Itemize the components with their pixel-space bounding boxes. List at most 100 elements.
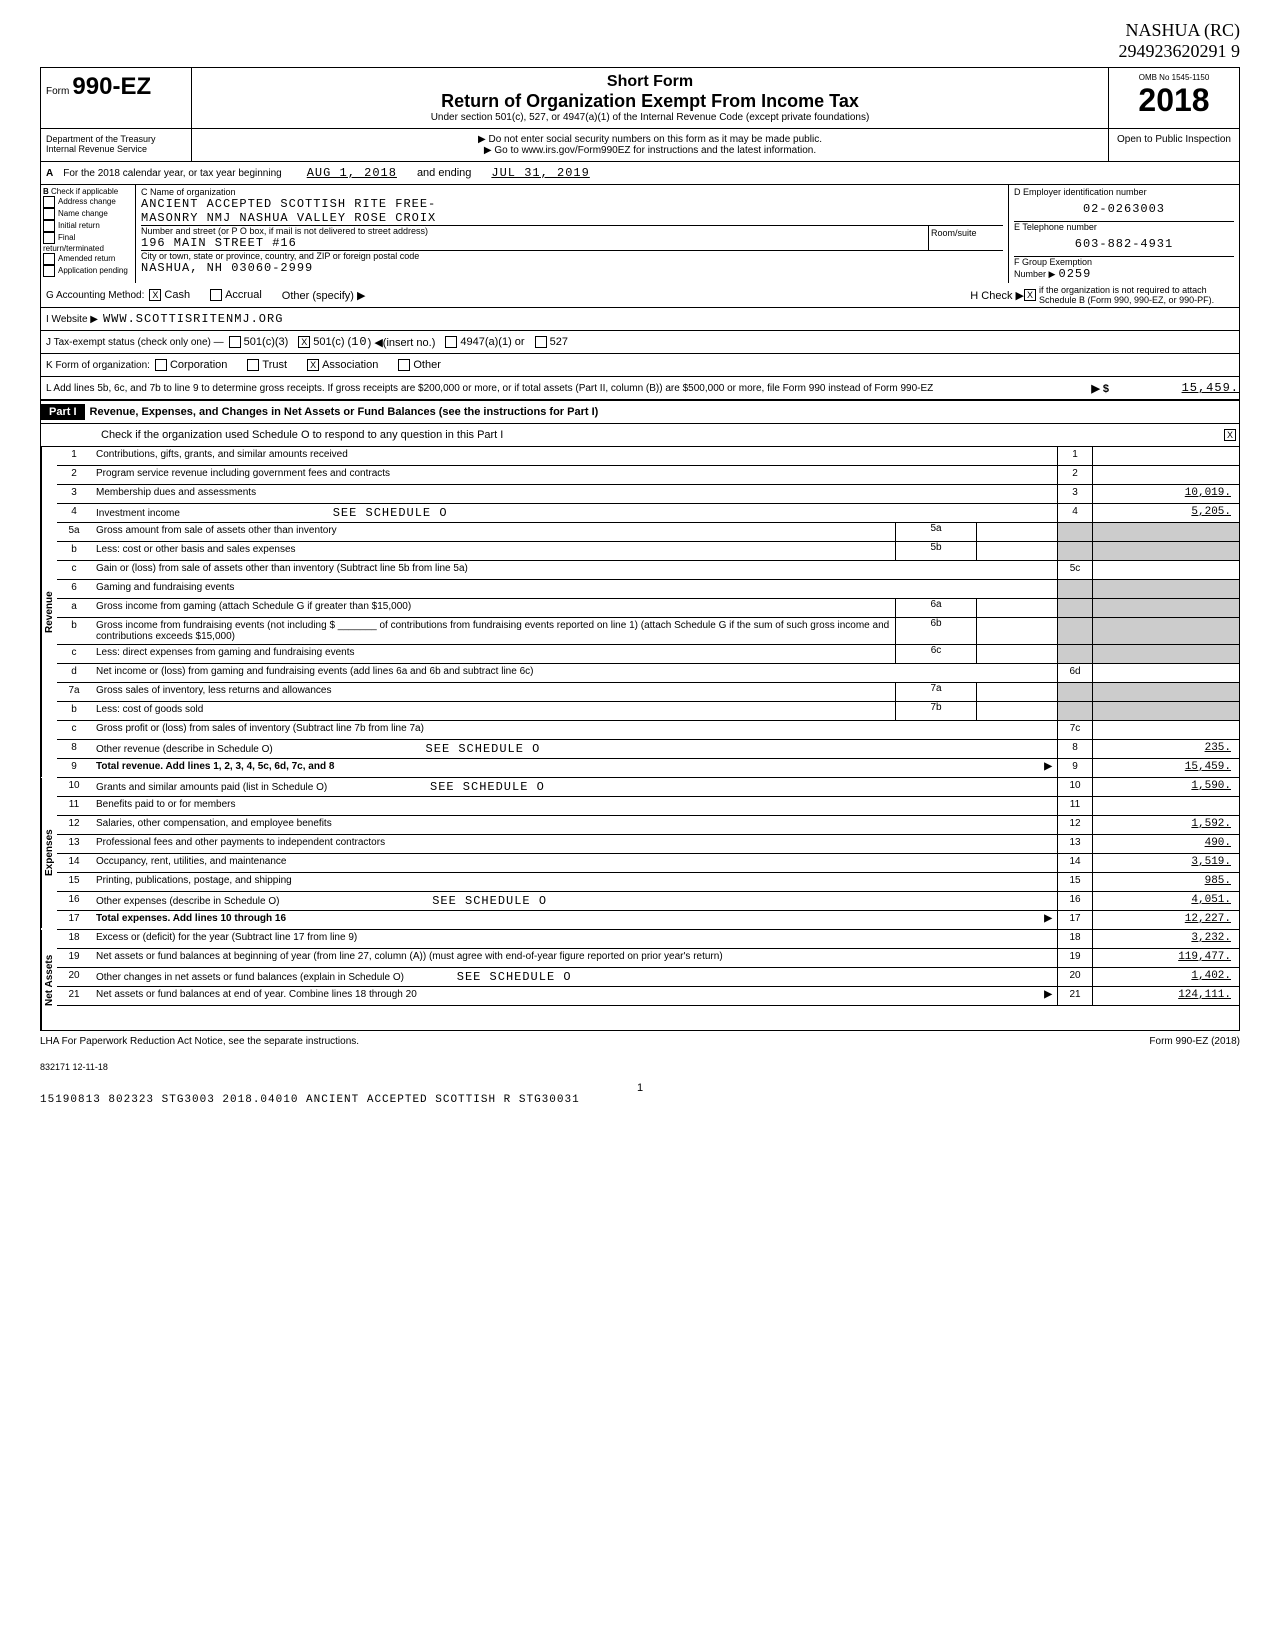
- handwritten-name: NASHUA (RC): [1125, 20, 1240, 40]
- line-18-val: 3,232.: [1093, 930, 1239, 948]
- cash-checkbox[interactable]: [149, 289, 161, 301]
- tax-year-begin: AUG 1, 2018: [307, 166, 397, 180]
- address-change-checkbox[interactable]: [43, 196, 55, 208]
- 527-label: 527: [550, 336, 568, 348]
- line-21-num: 21: [1057, 987, 1093, 1005]
- amended-checkbox[interactable]: [43, 253, 55, 265]
- 527-checkbox[interactable]: [535, 336, 547, 348]
- line-12-val: 1,592.: [1093, 816, 1239, 834]
- line-2-val: [1093, 466, 1239, 484]
- line-15-desc: Printing, publications, postage, and shi…: [91, 873, 1057, 891]
- line-21-val: 124,111.: [1093, 987, 1239, 1005]
- assoc-checkbox[interactable]: [307, 359, 319, 371]
- form-subtitle: Under section 501(c), 527, or 4947(a)(1)…: [197, 112, 1103, 123]
- 501c3-label: 501(c)(3): [244, 336, 289, 348]
- ein-value: 02-0263003: [1014, 197, 1234, 222]
- check-if-label: Check if applicable: [51, 187, 118, 196]
- line-5a-sub: 5a: [895, 523, 977, 541]
- line-17-val: 12,227.: [1093, 911, 1239, 929]
- line-j-label: J Tax-exempt status (check only one) —: [41, 337, 229, 348]
- line-a-mid: and ending: [417, 167, 471, 179]
- trust-checkbox[interactable]: [247, 359, 259, 371]
- line-20-desc: Other changes in net assets or fund bala…: [96, 972, 404, 983]
- initial-return-label: Initial return: [58, 221, 100, 230]
- line-14-num: 14: [1057, 854, 1093, 872]
- line-21-arrow: ▶: [1044, 989, 1052, 1000]
- line-11-desc: Benefits paid to or for members: [91, 797, 1057, 815]
- line-20-num: 20: [1057, 968, 1093, 986]
- final-return-checkbox[interactable]: [43, 232, 55, 244]
- name-change-label: Name change: [58, 209, 108, 218]
- line-17-num: 17: [1057, 911, 1093, 929]
- 4947-checkbox[interactable]: [445, 336, 457, 348]
- line-10-desc: Grants and similar amounts paid (list in…: [96, 782, 327, 793]
- line-19-val: 119,477.: [1093, 949, 1239, 967]
- tax-year-end: JUL 31, 2019: [491, 166, 589, 180]
- line-15-val: 985.: [1093, 873, 1239, 891]
- line-4-num: 4: [1057, 504, 1093, 522]
- line-h-label: H Check ▶: [970, 289, 1024, 302]
- 4947-label: 4947(a)(1) or: [460, 336, 524, 348]
- line-16-num: 16: [1057, 892, 1093, 910]
- part-1-title: Revenue, Expenses, and Changes in Net As…: [85, 406, 599, 418]
- other-org-label: Other: [413, 359, 441, 371]
- city-label: City or town, state or province, country…: [141, 251, 1003, 261]
- line-10-num: 10: [1057, 778, 1093, 796]
- schedule-b-checkbox[interactable]: [1024, 289, 1036, 301]
- line-8-ref: SEE SCHEDULE O: [426, 742, 541, 756]
- line-1-desc: Contributions, gifts, grants, and simila…: [91, 447, 1057, 465]
- other-org-checkbox[interactable]: [398, 359, 410, 371]
- line-6d-desc: Net income or (loss) from gaming and fun…: [91, 664, 1057, 682]
- line-7a-sub: 7a: [895, 683, 977, 701]
- line-11-num: 11: [1057, 797, 1093, 815]
- line-14-val: 3,519.: [1093, 854, 1239, 872]
- line-5c-desc: Gain or (loss) from sale of assets other…: [91, 561, 1057, 579]
- line-6d-val: [1093, 664, 1239, 682]
- org-name-2: MASONRY NMJ NASHUA VALLEY ROSE CROIX: [141, 211, 1003, 226]
- line-20-val: 1,402.: [1093, 968, 1239, 986]
- line-i-label: I Website ▶: [41, 314, 103, 325]
- line-4-val: 5,205.: [1093, 504, 1239, 522]
- line-2-num: 2: [1057, 466, 1093, 484]
- dept-row: Department of the Treasury Internal Reve…: [40, 129, 1240, 162]
- accrual-checkbox[interactable]: [210, 289, 222, 301]
- footer-code: 832171 12-11-18: [40, 1062, 1240, 1072]
- form-title: Return of Organization Exempt From Incom…: [197, 91, 1103, 112]
- corp-checkbox[interactable]: [155, 359, 167, 371]
- line-9-desc: Total revenue. Add lines 1, 2, 3, 4, 5c,…: [96, 761, 334, 772]
- application-checkbox[interactable]: [43, 265, 55, 277]
- goto-text: ▶ Go to www.irs.gov/Form990EZ for instru…: [197, 145, 1103, 156]
- 501c3-checkbox[interactable]: [229, 336, 241, 348]
- org-name-label: C Name of organization: [141, 187, 1003, 197]
- tax-year: 2018: [1114, 82, 1234, 119]
- line-3-desc: Membership dues and assessments: [91, 485, 1057, 503]
- group-exemption-label: F Group Exemption: [1014, 257, 1234, 267]
- street-address: 196 MAIN STREET #16: [141, 236, 928, 250]
- line-7c-num: 7c: [1057, 721, 1093, 739]
- initial-return-checkbox[interactable]: [43, 220, 55, 232]
- line-19-desc: Net assets or fund balances at beginning…: [91, 949, 1057, 967]
- line-21-desc: Net assets or fund balances at end of ye…: [96, 989, 417, 1000]
- schedule-o-checkbox[interactable]: [1224, 429, 1236, 441]
- inspection-box: Open to Public Inspection: [1108, 129, 1239, 161]
- trust-label: Trust: [262, 359, 287, 371]
- name-change-checkbox[interactable]: [43, 208, 55, 220]
- line-3-val: 10,019.: [1093, 485, 1239, 503]
- line-9-val: 15,459.: [1093, 759, 1239, 777]
- revenue-side-label: Revenue: [41, 447, 57, 777]
- line-17-desc: Total expenses. Add lines 10 through 16: [96, 913, 286, 924]
- line-16-ref: SEE SCHEDULE O: [432, 894, 547, 908]
- part-1-check-text: Check if the organization used Schedule …: [41, 429, 1224, 441]
- line-18-desc: Excess or (deficit) for the year (Subtra…: [91, 930, 1057, 948]
- line-9-num: 9: [1057, 759, 1093, 777]
- group-number-label: Number ▶: [1014, 269, 1055, 279]
- line-3-num: 3: [1057, 485, 1093, 503]
- line-20-ref: SEE SCHEDULE O: [457, 970, 572, 984]
- address-change-label: Address change: [58, 197, 116, 206]
- line-2-desc: Program service revenue including govern…: [91, 466, 1057, 484]
- 501c-label: 501(c) (: [313, 336, 351, 348]
- form-number: 990-EZ: [72, 73, 151, 100]
- line-7b-sub: 7b: [895, 702, 977, 720]
- 501c-checkbox[interactable]: [298, 336, 310, 348]
- line-18-num: 18: [1057, 930, 1093, 948]
